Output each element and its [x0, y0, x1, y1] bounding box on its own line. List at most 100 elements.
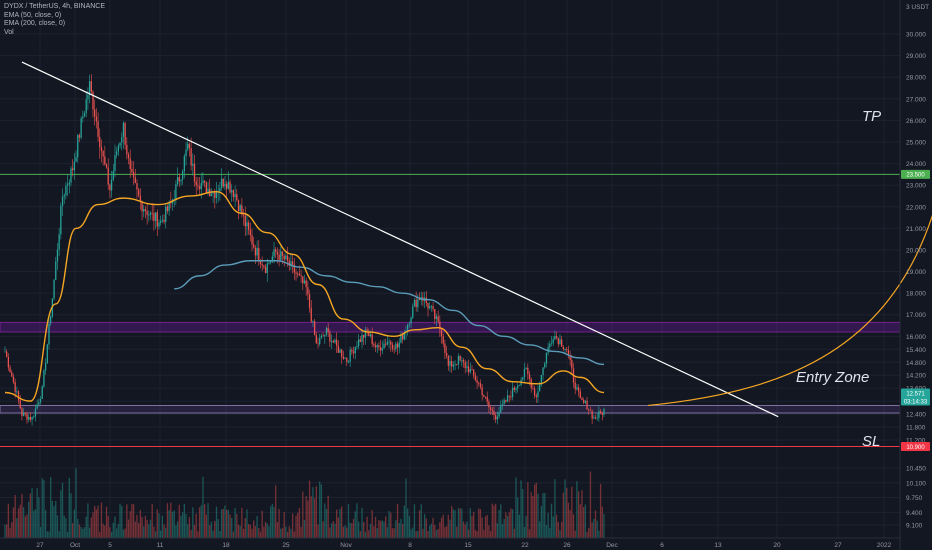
ema50-line[interactable]: [4, 190, 605, 402]
volume-bar: [9, 527, 11, 538]
candle: [305, 278, 307, 296]
y-tick-label: 14.800: [906, 360, 926, 367]
candle: [188, 142, 191, 157]
candle: [385, 338, 387, 348]
indicator-volume[interactable]: Vol: [4, 28, 14, 36]
candle: [107, 158, 109, 190]
candle: [564, 348, 566, 353]
candle: [43, 368, 45, 389]
volume-bar: [359, 531, 361, 538]
chart-drawings[interactable]: [21, 61, 932, 418]
candle: [136, 179, 138, 199]
price-axis[interactable]: 30.000 29.000 28.000 27.000 26.000 25.000 24.0…: [899, 0, 929, 550]
volume-bar: [405, 478, 407, 538]
candle: [379, 339, 382, 357]
volume-bar: [571, 486, 573, 538]
volume-bar: [422, 528, 424, 538]
volume-bar: [33, 510, 35, 538]
volume-bar: [4, 524, 6, 538]
volume-bar: [109, 527, 111, 538]
candle: [72, 159, 74, 177]
volume-bar: [488, 525, 490, 538]
volume-bar: [78, 524, 81, 538]
volume-bar: [535, 482, 537, 538]
volume-bar: [146, 519, 148, 538]
volume-bar: [408, 516, 411, 538]
resistance-zone[interactable]: [0, 321, 901, 333]
projection-arrow[interactable]: [647, 187, 932, 407]
volume-bar: [564, 479, 566, 538]
candle: [50, 314, 52, 326]
volume-bar: [254, 526, 257, 538]
volume-bar: [388, 510, 390, 538]
volume-bar: [143, 526, 145, 538]
candle: [418, 292, 421, 301]
entry-zone[interactable]: [0, 405, 901, 414]
candle: [532, 383, 534, 390]
volume-bar: [285, 526, 287, 538]
candle: [303, 274, 306, 285]
candle: [574, 377, 576, 395]
y-tick-label: 14.200: [906, 373, 926, 380]
volume-bar: [188, 517, 191, 538]
candle: [393, 344, 395, 354]
volume-bar: [327, 495, 329, 538]
time-axis[interactable]: 27 Oct 5 11 18 25 Nov 8 15 22 26 Dec 6 13 20 27 2022: [0, 537, 900, 549]
candle: [24, 412, 26, 417]
candle: [412, 303, 414, 320]
candle: [317, 337, 319, 349]
candle: [308, 289, 311, 313]
trendline[interactable]: [21, 61, 779, 418]
ema200-line[interactable]: [174, 260, 604, 366]
candle: [332, 339, 334, 343]
indicator-ema50[interactable]: EMA (50, close, 0): [4, 11, 62, 19]
volume-bar: [310, 496, 312, 538]
candle: [253, 236, 255, 249]
volume-bar: [97, 505, 99, 538]
candle: [508, 395, 510, 403]
candle: [344, 357, 346, 359]
volume-bar: [379, 521, 382, 538]
volume-bar: [491, 503, 493, 538]
candle: [146, 202, 148, 225]
volume-bar: [288, 526, 290, 538]
volume-bar: [183, 503, 186, 538]
volume-bar: [85, 516, 87, 538]
candle: [500, 400, 502, 414]
candle: [386, 335, 389, 346]
volume-bar: [456, 526, 458, 538]
candle: [357, 334, 360, 350]
candle: [356, 341, 358, 350]
volume-bar: [126, 504, 128, 538]
candle: [545, 352, 548, 368]
volume-bar: [393, 528, 395, 538]
candle: [219, 181, 221, 201]
y-tick-label: 17.000: [906, 312, 926, 319]
volume-bar: [395, 520, 397, 538]
candle: [244, 206, 246, 237]
candle: [134, 168, 136, 184]
volume-bar: [227, 509, 229, 538]
volume-bar: [12, 507, 15, 538]
volume-bar: [139, 509, 142, 538]
y-tick-label: 27.000: [906, 96, 926, 103]
candle: [322, 332, 324, 337]
candle: [144, 206, 147, 219]
symbol-title[interactable]: DYDX / TetherUS, 4h, BINANCE: [4, 3, 106, 10]
volume-bar: [207, 503, 209, 538]
candle: [278, 249, 280, 267]
candle: [388, 338, 390, 349]
candle: [6, 349, 8, 358]
candle: [313, 318, 316, 336]
x-tick-label: 27: [834, 542, 842, 549]
volume-bar: [515, 477, 517, 538]
candle: [7, 353, 10, 372]
volume-bar: [376, 528, 378, 538]
volume-bar: [412, 527, 414, 538]
volume-bar: [584, 504, 587, 538]
candle: [474, 372, 477, 382]
indicator-ema200[interactable]: EMA (200, close, 0): [4, 20, 66, 27]
candle: [430, 304, 433, 312]
volume-bar: [168, 510, 170, 538]
